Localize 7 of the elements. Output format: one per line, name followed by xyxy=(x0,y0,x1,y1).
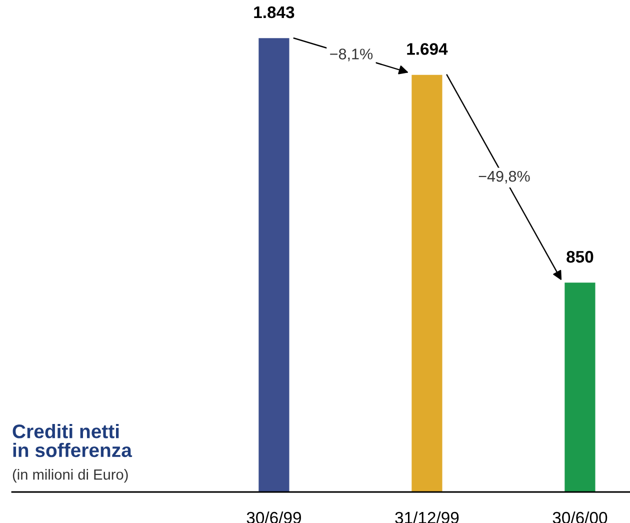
text: (in milioni di Euro) xyxy=(12,469,128,483)
annotation: −8,1% xyxy=(330,48,373,62)
data-label: 850 xyxy=(566,250,594,263)
data-label: 1.694 xyxy=(407,43,448,55)
data-label: 1.843 xyxy=(254,6,294,18)
text: Crediti netti in sofferenza xyxy=(12,424,132,458)
annotation: −49,8% xyxy=(478,170,530,184)
